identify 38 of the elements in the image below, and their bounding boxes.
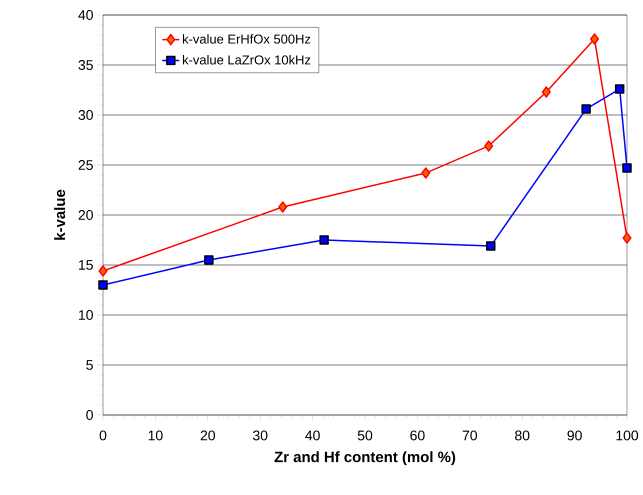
- x-tick-label: 50: [358, 430, 372, 440]
- x-tick-label: 10: [148, 430, 163, 440]
- point: [484, 140, 494, 152]
- x-tick-label: 90: [568, 430, 582, 440]
- x-tick-label: 60: [410, 430, 425, 440]
- point: [421, 167, 430, 179]
- point: [98, 280, 108, 290]
- legend-label: k-value LaZrOx 10kHz: [182, 55, 310, 65]
- y-tick-label: 0: [86, 410, 93, 420]
- point: [581, 104, 591, 114]
- y-tick-label: 20: [78, 210, 93, 220]
- x-tick-label: 20: [200, 430, 216, 440]
- y-tick-label: 5: [86, 360, 93, 370]
- x-tick-label: 0: [100, 430, 106, 440]
- point: [98, 265, 108, 277]
- point: [590, 33, 600, 45]
- point: [542, 86, 551, 98]
- y-tick-label: 35: [78, 60, 93, 70]
- point: [622, 163, 632, 173]
- point: [622, 232, 632, 244]
- x-tick-label: 30: [252, 430, 268, 440]
- y-tick-label: 30: [78, 110, 93, 120]
- point: [614, 84, 624, 94]
- y-tick-label: 10: [79, 310, 93, 320]
- x-tick-label: 70: [462, 430, 478, 440]
- y-tick-label: 40: [78, 10, 93, 20]
- x-tick-label: 40: [305, 430, 320, 440]
- y-axis-title: k-value: [54, 190, 66, 240]
- point: [486, 241, 496, 251]
- point: [278, 201, 288, 213]
- x-tick-label: 80: [515, 430, 530, 440]
- legend-label: k-value ErHfOx 500Hz: [182, 34, 310, 44]
- point: [319, 235, 329, 245]
- y-tick-label: 15: [79, 260, 93, 270]
- x-tick-label: 100: [616, 430, 638, 440]
- point: [204, 255, 214, 265]
- x-axis-title: Zr and Hf content (mol %): [274, 451, 456, 466]
- y-tick-label: 25: [78, 160, 93, 170]
